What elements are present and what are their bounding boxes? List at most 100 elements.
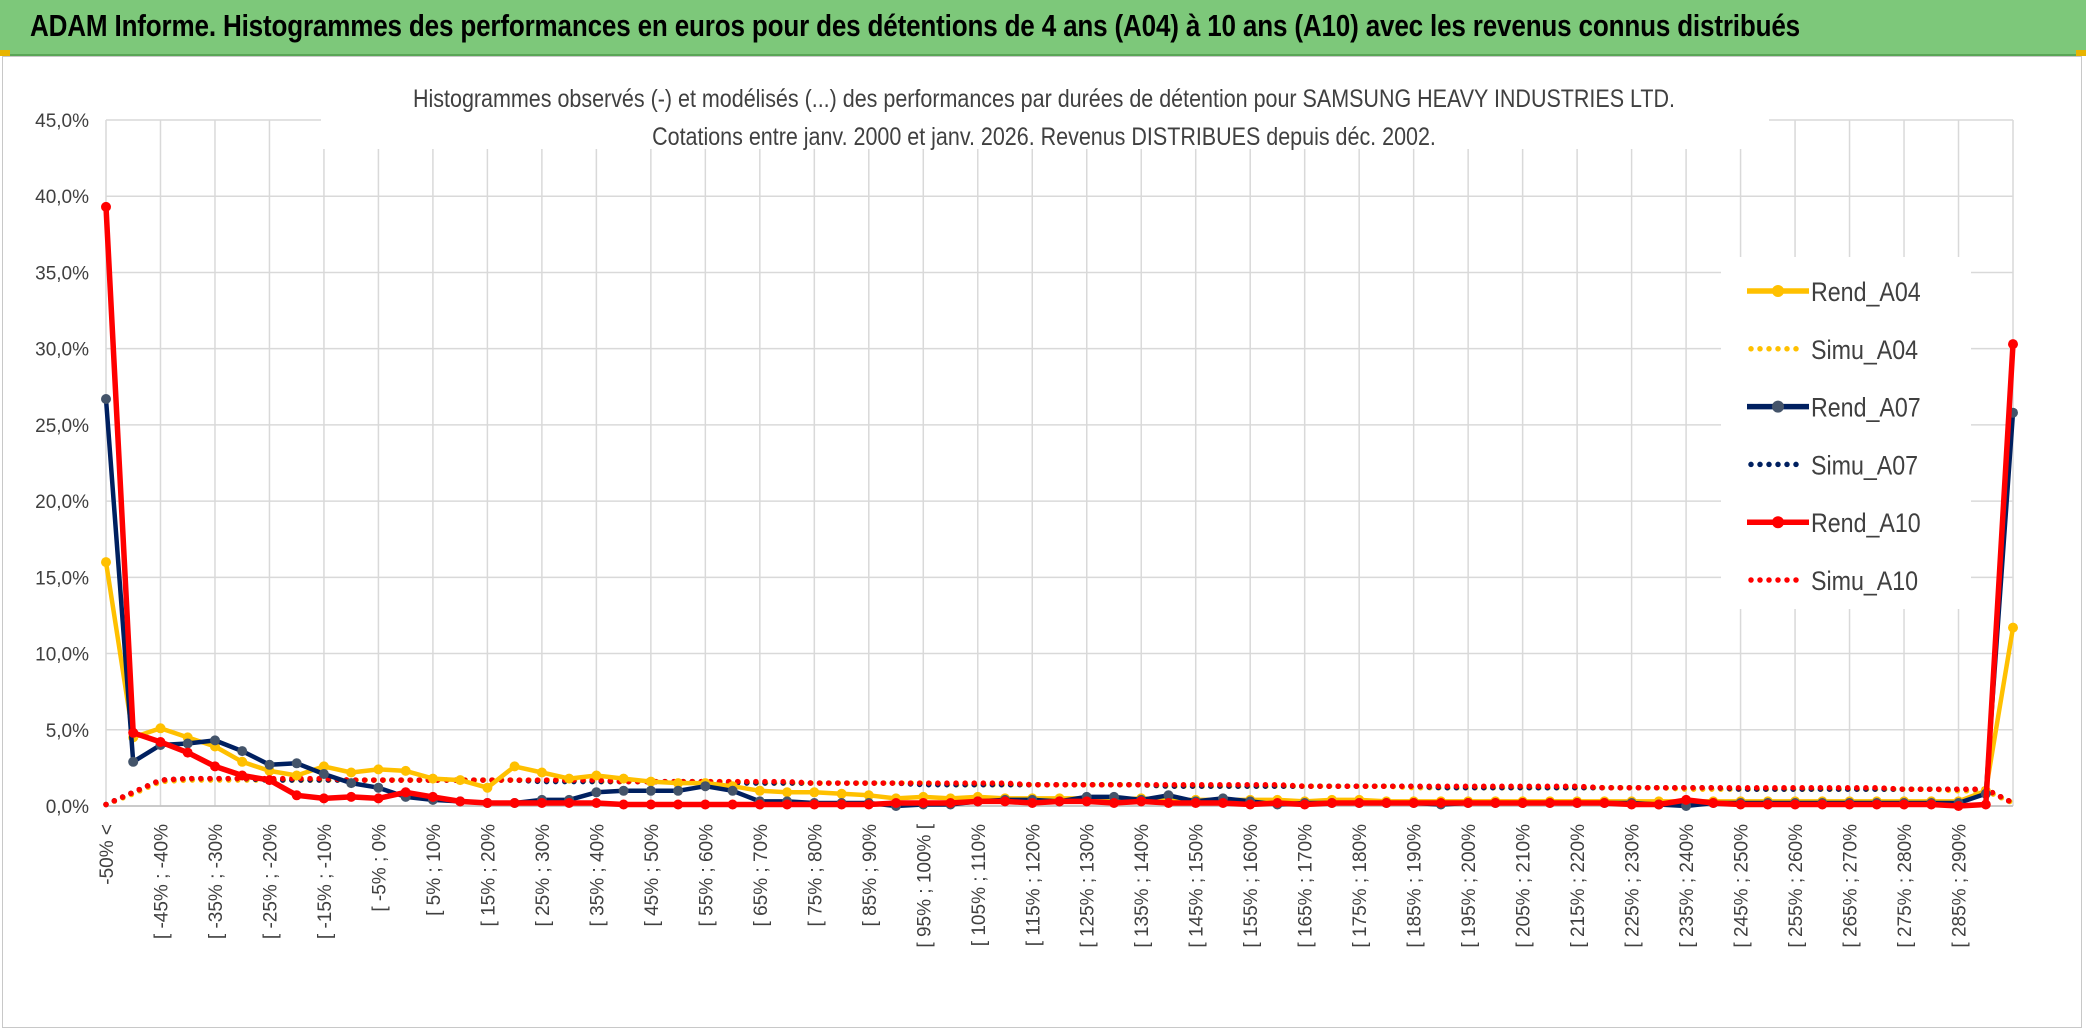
x-tick-label: [ 195% ; 200% [1459, 824, 1480, 948]
y-tick-label: 15,0% [35, 568, 89, 589]
x-tick-label: [ 115% ; 120% [1023, 824, 1044, 946]
x-tick-label: [ 25% ; 30% [533, 824, 554, 927]
series-point-rend_a10 [237, 770, 248, 781]
series-point-rend_a07 [318, 769, 329, 779]
series-point-rend_a04 [591, 770, 602, 781]
series-point-rend_a07 [291, 758, 302, 769]
corner-mark-left [0, 50, 10, 56]
y-tick-label: 0,0% [46, 797, 89, 818]
legend-label: Simu_A04 [1811, 335, 1918, 365]
x-tick-label: [ 35% ; 40% [587, 824, 608, 927]
series-point-rend_a10 [836, 799, 847, 810]
x-tick-label: [ 225% ; 230% [1623, 824, 1644, 948]
series-point-rend_a10 [727, 799, 738, 810]
x-tick-label: [ 145% ; 150% [1187, 824, 1208, 948]
series-point-rend_a10 [591, 798, 602, 808]
series-point-rend_a04 [373, 764, 384, 775]
series-point-rend_a10 [1354, 798, 1365, 808]
chart-title: Histogrammes observés (-) et modélisés (… [413, 84, 1675, 112]
series-point-rend_a10 [1408, 798, 1419, 808]
series-point-rend_a04 [237, 756, 248, 767]
y-tick-label: 40,0% [35, 187, 89, 208]
series-point-rend_a10 [1681, 794, 1692, 805]
series-point-rend_a10 [1435, 798, 1446, 808]
series-point-rend_a04 [618, 773, 629, 784]
y-tick-label: 25,0% [35, 416, 89, 437]
series-point-rend_a07 [264, 759, 275, 770]
y-tick-label: 10,0% [35, 645, 89, 666]
series-point-rend_a10 [1299, 799, 1310, 810]
series-point-rend_a10 [427, 791, 438, 802]
x-tick-label: [ 245% ; 250% [1732, 824, 1753, 948]
series-point-rend_a10 [1463, 798, 1474, 808]
series-point-rend_a10 [1272, 798, 1283, 808]
series-point-rend_a07 [237, 746, 248, 757]
series-point-rend_a10 [891, 798, 901, 808]
series-point-rend_a04 [346, 767, 357, 778]
series-point-rend_a10 [918, 798, 929, 808]
series-point-rend_a07 [210, 735, 220, 746]
series-point-rend_a07 [618, 785, 629, 796]
x-tick-label: [ 125% ; 130% [1078, 824, 1099, 948]
series-point-rend_a07 [373, 782, 384, 793]
series-point-rend_a07 [591, 787, 602, 798]
series-point-rend_a04 [427, 773, 438, 784]
legend-label: Simu_A10 [1811, 566, 1918, 596]
series-point-rend_a07 [1163, 790, 1174, 801]
x-tick-label: [ -25% ; -20% [260, 824, 281, 939]
series-point-rend_a10 [455, 796, 466, 807]
series-point-rend_a04 [318, 761, 329, 772]
series-point-rend_a07 [673, 785, 684, 796]
series-point-rend_a10 [1817, 799, 1828, 810]
series-point-rend_a10 [1790, 799, 1801, 810]
series-point-rend_a10 [1762, 799, 1773, 810]
title-backdrop [321, 79, 1769, 149]
x-tick-label: [ 15% ; 20% [478, 824, 499, 927]
series-point-rend_a10 [1926, 799, 1937, 810]
x-tick-label: [ 95% ; 100% [ [914, 823, 935, 947]
series-point-rend_a04 [101, 557, 111, 568]
series-point-rend_a10 [264, 775, 275, 786]
series-line-simu_a10 [103, 775, 2016, 808]
series-point-rend_a04 [836, 788, 847, 799]
x-tick-label: [ 155% ; 160% [1241, 824, 1262, 948]
series-point-rend_a10 [1054, 796, 1065, 807]
series-point-rend_a10 [509, 798, 520, 808]
y-tick-label: 35,0% [35, 263, 89, 284]
x-tick-label: [ 165% ; 170% [1296, 824, 1317, 948]
x-tick-label: [ 105% ; 110% [969, 824, 990, 946]
y-tick-label: 20,0% [35, 492, 89, 513]
series-point-rend_a04 [509, 761, 520, 772]
series-point-rend_a10 [1326, 798, 1337, 808]
series-point-rend_a07 [182, 738, 193, 749]
x-tick-label: [ -15% ; -10% [315, 824, 336, 939]
series-point-rend_a10 [618, 799, 629, 810]
series-point-rend_a10 [1626, 799, 1637, 810]
series-point-rend_a10 [182, 747, 193, 758]
series-point-rend_a10 [101, 201, 111, 212]
series-point-rend_a04 [455, 775, 466, 786]
series-point-rend_a10 [673, 799, 684, 810]
series-point-rend_a07 [128, 756, 139, 767]
series-point-rend_a10 [1871, 799, 1882, 810]
series-point-rend_a10 [400, 787, 411, 798]
series-point-rend_a10 [2008, 339, 2018, 350]
series-point-rend_a04 [645, 776, 656, 787]
series-point-rend_a10 [1081, 796, 1092, 807]
y-tick-label: 30,0% [35, 340, 89, 361]
chart-legend: Rend_A04 Simu_A04 Rend_A07 Simu_A07 Rend_A10… [1721, 257, 1971, 609]
x-tick-label: [ 65% ; 70% [751, 824, 772, 927]
series-point-rend_a04 [291, 770, 302, 781]
legend-marker [1772, 400, 1784, 413]
series-point-rend_a04 [863, 790, 874, 801]
series-point-rend_a10 [564, 798, 575, 808]
series-point-rend_a10 [1980, 799, 1991, 810]
x-tick-label: [ 135% ; 140% [1132, 824, 1153, 948]
series-point-rend_a10 [1653, 799, 1664, 810]
series-point-rend_a10 [128, 727, 139, 738]
series-point-rend_a10 [1136, 796, 1147, 807]
x-tick-label: [ 215% ; 220% [1568, 824, 1589, 948]
series-point-rend_a10 [1735, 799, 1746, 810]
series-point-rend_a10 [373, 793, 384, 804]
series-point-rend_a10 [1490, 798, 1501, 808]
